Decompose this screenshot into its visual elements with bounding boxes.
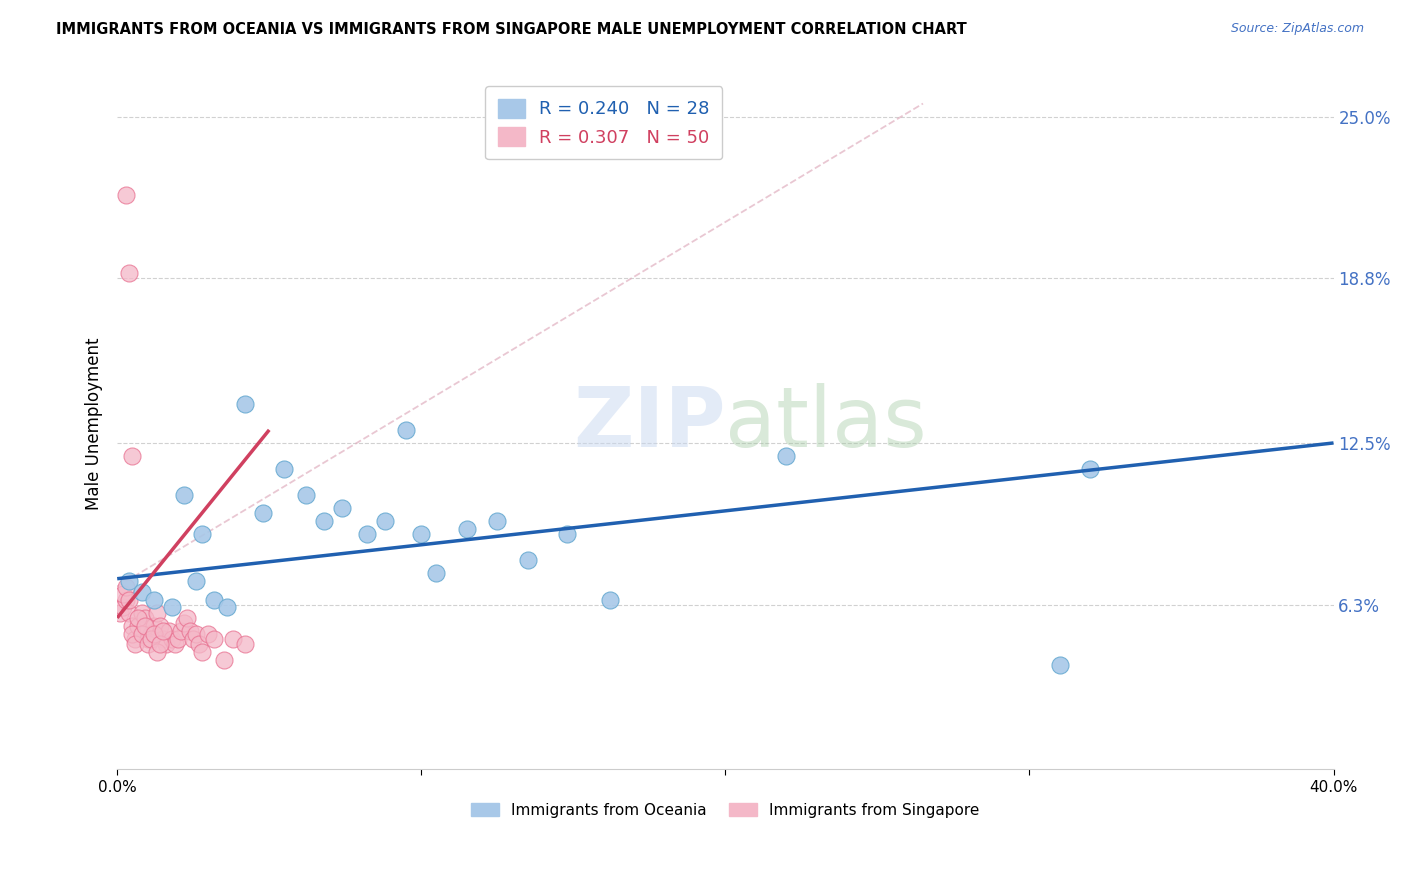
Legend: Immigrants from Oceania, Immigrants from Singapore: Immigrants from Oceania, Immigrants from… (465, 797, 986, 824)
Immigrants from Singapore (139, 632, 162, 646)
Immigrants from Singapore (152, 624, 174, 638)
Immigrants from Singapore (127, 611, 149, 625)
Y-axis label: Male Unemployment: Male Unemployment (86, 337, 103, 509)
Immigrants from Oceania (411, 527, 433, 541)
Immigrants from Oceania (273, 462, 295, 476)
Immigrants from Singapore (118, 606, 141, 620)
Immigrants from Singapore (176, 611, 198, 625)
Immigrants from Oceania (425, 566, 447, 581)
Immigrants from Singapore (127, 618, 149, 632)
Immigrants from Oceania (118, 574, 141, 589)
Immigrants from Singapore (152, 632, 174, 646)
Immigrants from Singapore (112, 600, 135, 615)
Immigrants from Oceania (186, 574, 208, 589)
Immigrants from Singapore (181, 632, 204, 646)
Immigrants from Oceania (516, 553, 538, 567)
Text: Source: ZipAtlas.com: Source: ZipAtlas.com (1230, 22, 1364, 36)
Immigrants from Singapore (136, 632, 159, 646)
Immigrants from Singapore (179, 624, 201, 638)
Immigrants from Singapore (222, 632, 245, 646)
Immigrants from Singapore (157, 624, 180, 638)
Immigrants from Oceania (131, 584, 153, 599)
Immigrants from Singapore (204, 632, 226, 646)
Immigrants from Singapore (142, 626, 165, 640)
Immigrants from Singapore (170, 624, 193, 638)
Text: atlas: atlas (725, 383, 927, 464)
Immigrants from Oceania (775, 449, 797, 463)
Immigrants from Singapore (145, 645, 167, 659)
Immigrants from Oceania (312, 514, 335, 528)
Immigrants from Singapore (167, 632, 190, 646)
Immigrants from Singapore (115, 580, 138, 594)
Immigrants from Singapore (163, 637, 186, 651)
Immigrants from Singapore (134, 611, 156, 625)
Immigrants from Singapore (145, 606, 167, 620)
Immigrants from Oceania (330, 501, 353, 516)
Immigrants from Oceania (204, 592, 226, 607)
Immigrants from Oceania (252, 507, 274, 521)
Immigrants from Singapore (110, 606, 132, 620)
Immigrants from Singapore (121, 626, 143, 640)
Immigrants from Singapore (131, 606, 153, 620)
Immigrants from Singapore (136, 637, 159, 651)
Immigrants from Singapore (139, 626, 162, 640)
Immigrants from Oceania (1049, 657, 1071, 672)
Immigrants from Singapore (149, 618, 172, 632)
Immigrants from Singapore (191, 645, 214, 659)
Immigrants from Oceania (173, 488, 195, 502)
Immigrants from Singapore (155, 637, 177, 651)
Immigrants from Singapore (134, 618, 156, 632)
Immigrants from Singapore (118, 592, 141, 607)
Text: ZIP: ZIP (572, 383, 725, 464)
Immigrants from Oceania (191, 527, 214, 541)
Immigrants from Singapore (173, 616, 195, 631)
Immigrants from Oceania (356, 527, 378, 541)
Immigrants from Singapore (131, 626, 153, 640)
Immigrants from Oceania (233, 397, 256, 411)
Immigrants from Singapore (118, 266, 141, 280)
Immigrants from Oceania (1078, 462, 1101, 476)
Immigrants from Oceania (599, 592, 621, 607)
Immigrants from Oceania (374, 514, 396, 528)
Text: IMMIGRANTS FROM OCEANIA VS IMMIGRANTS FROM SINGAPORE MALE UNEMPLOYMENT CORRELATI: IMMIGRANTS FROM OCEANIA VS IMMIGRANTS FR… (56, 22, 967, 37)
Immigrants from Oceania (395, 423, 418, 437)
Immigrants from Singapore (124, 632, 146, 646)
Immigrants from Singapore (115, 592, 138, 607)
Immigrants from Singapore (233, 637, 256, 651)
Immigrants from Oceania (160, 600, 183, 615)
Immigrants from Oceania (555, 527, 578, 541)
Immigrants from Singapore (149, 637, 172, 651)
Immigrants from Singapore (160, 632, 183, 646)
Immigrants from Singapore (186, 626, 208, 640)
Immigrants from Oceania (215, 600, 238, 615)
Immigrants from Singapore (188, 637, 211, 651)
Immigrants from Singapore (212, 653, 235, 667)
Immigrants from Singapore (112, 587, 135, 601)
Immigrants from Singapore (124, 637, 146, 651)
Immigrants from Singapore (121, 449, 143, 463)
Immigrants from Oceania (456, 522, 478, 536)
Immigrants from Singapore (197, 626, 219, 640)
Immigrants from Singapore (142, 618, 165, 632)
Immigrants from Oceania (486, 514, 509, 528)
Immigrants from Oceania (294, 488, 316, 502)
Immigrants from Oceania (142, 592, 165, 607)
Immigrants from Singapore (121, 618, 143, 632)
Immigrants from Singapore (115, 188, 138, 202)
